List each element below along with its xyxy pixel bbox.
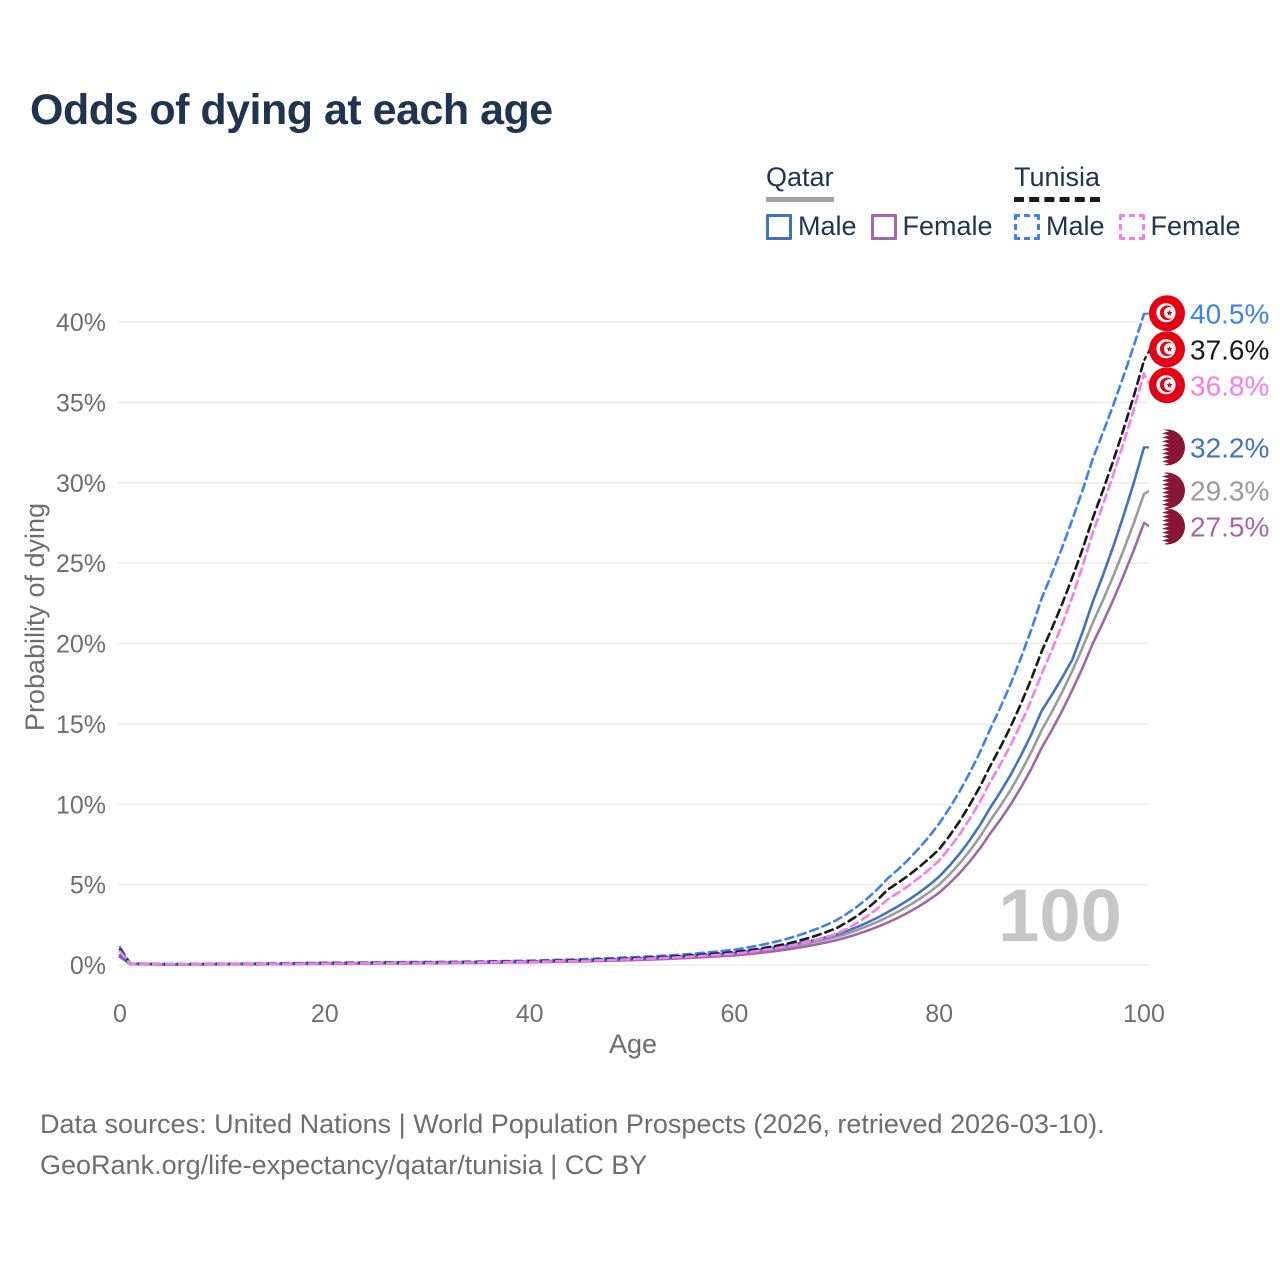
- legend-item-tunisia-male: Male: [1014, 211, 1105, 242]
- y-tick-label: 25%: [56, 550, 106, 578]
- legend-item-tunisia-female: Female: [1118, 211, 1241, 242]
- end-label-connector: [1143, 312, 1151, 316]
- legend-group-qatar: Qatar Male Female: [766, 162, 993, 242]
- y-tick-label: 5%: [70, 872, 106, 900]
- qatar-flag-icon: [1149, 429, 1185, 465]
- qatar-female-line: [118, 521, 1146, 966]
- footer: Data sources: United Nations | World Pop…: [40, 1104, 1105, 1186]
- qatar-flag-icon: [1149, 509, 1185, 545]
- end-label-connector: [1143, 372, 1151, 386]
- tunisia-flag-icon: [1149, 295, 1185, 331]
- tunisia-male-line: [118, 312, 1146, 966]
- legend-swatch-icon: [1014, 213, 1040, 240]
- end-value-label-tunisia-both-sexes: 37.6%: [1190, 334, 1269, 365]
- qatar-male-line: [118, 446, 1146, 966]
- y-tick-label: 0%: [70, 952, 106, 980]
- y-tick-label: 30%: [56, 470, 106, 498]
- end-label-connector: [1143, 348, 1151, 362]
- legend-title-qatar: Qatar: [766, 162, 834, 202]
- x-tick-label: 20: [311, 1000, 339, 1028]
- y-tick-label: 35%: [56, 389, 106, 417]
- legend-items-tunisia: Male Female: [1014, 211, 1241, 242]
- tunisia-both-sexes-line: [118, 359, 1146, 966]
- end-value-label-tunisia-female: 36.8%: [1190, 370, 1269, 401]
- end-label-connector: [1143, 489, 1151, 495]
- tunisia-flag-icon: [1149, 367, 1185, 403]
- end-value-label-qatar-female: 27.5%: [1190, 512, 1269, 543]
- legend-group-tunisia: Tunisia Male Female: [1014, 162, 1241, 242]
- y-tick-label: 15%: [56, 711, 106, 739]
- page-title: Odds of dying at each age: [30, 86, 553, 134]
- x-tick-label: 40: [516, 1000, 544, 1028]
- x-tick-label: 80: [925, 1000, 953, 1028]
- watermark-age: 100: [998, 874, 1121, 957]
- qatar-flag-icon: [1149, 473, 1185, 509]
- mortality-line-chart: 0% 5% 10% 15% 20% 25% 30% 35% 40% 0 20 40 60 80 100 Age…: [20, 0, 1269, 1059]
- end-value-label-qatar-both-sexes: 29.3%: [1190, 476, 1269, 507]
- x-tick-label: 60: [720, 1000, 748, 1028]
- tunisia-flag-icon: [1149, 331, 1185, 367]
- legend-title-tunisia: Tunisia: [1014, 162, 1101, 202]
- legend-item-label: Female: [1150, 211, 1241, 241]
- legend-item-qatar-female: Female: [870, 211, 993, 242]
- y-axis-title: Probability of dying: [20, 503, 50, 731]
- legend-swatch-icon: [870, 213, 897, 240]
- x-tick-label: 0: [113, 1000, 127, 1028]
- legend-swatch-icon: [766, 213, 792, 240]
- legend-swatch-icon: [1118, 213, 1145, 240]
- footer-url: GeoRank.org/life-expectancy/qatar/tunisi…: [40, 1150, 648, 1180]
- footer-data-sources: Data sources: United Nations | World Pop…: [40, 1109, 1105, 1139]
- end-value-label-qatar-male: 32.2%: [1190, 432, 1269, 463]
- legend-item-label: Male: [1046, 211, 1105, 241]
- legend-item-qatar-male: Male: [766, 211, 857, 242]
- y-tick-label: 40%: [56, 309, 106, 337]
- end-value-label-tunisia-male: 40.5%: [1190, 298, 1269, 329]
- y-tick-label: 20%: [56, 631, 106, 659]
- end-label-connector: [1143, 521, 1151, 528]
- legend-item-label: Male: [798, 211, 857, 241]
- x-tick-label: 100: [1123, 1000, 1165, 1028]
- tunisia-female-line: [118, 372, 1146, 966]
- x-axis-title: Age: [609, 1029, 657, 1059]
- legend-item-label: Female: [902, 211, 993, 241]
- legend-items-qatar: Male Female: [766, 211, 993, 242]
- y-tick-label: 10%: [56, 791, 106, 819]
